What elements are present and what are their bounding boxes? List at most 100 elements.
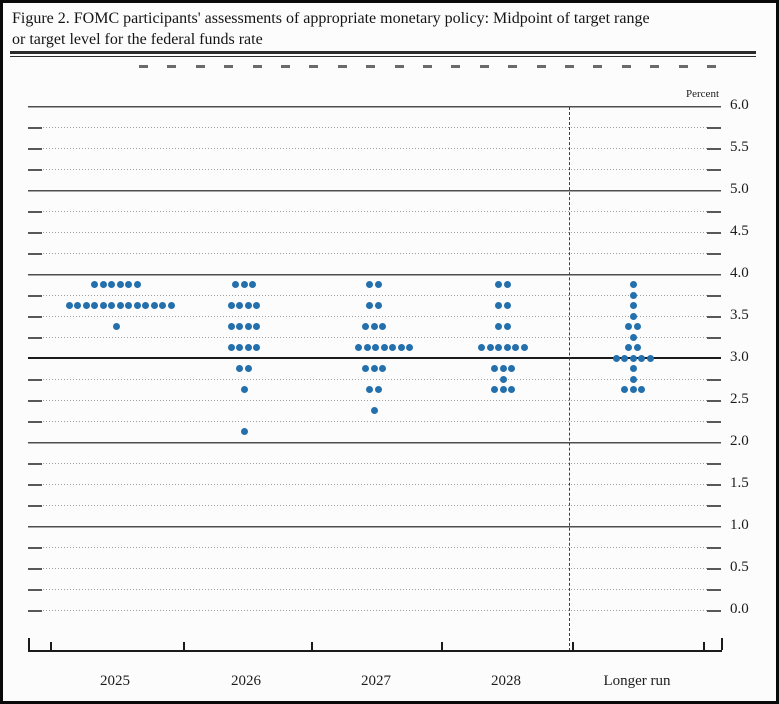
projection-dot — [99, 302, 107, 309]
gridline-dotted — [28, 463, 721, 464]
projection-dot — [74, 302, 81, 309]
projection-dot — [374, 281, 382, 288]
gridline-end-dash — [707, 336, 721, 339]
gridline-dotted — [28, 169, 721, 170]
projection-dot — [91, 302, 98, 309]
top-tick-dash — [139, 65, 148, 68]
projection-dot — [508, 386, 515, 393]
x-axis-tick — [441, 641, 443, 650]
projection-dot — [495, 344, 503, 351]
gridline-end-dash — [28, 315, 42, 318]
top-tick-dash — [451, 65, 461, 68]
x-axis-tick — [572, 641, 574, 650]
x-axis-line — [28, 649, 722, 652]
projection-dot — [249, 281, 256, 288]
projection-dot — [150, 302, 158, 309]
projection-dot — [621, 386, 628, 393]
y-axis-label: 4.0 — [730, 265, 749, 281]
top-tick-dash — [479, 65, 489, 68]
top-tick-dash — [565, 65, 574, 68]
y-axis-label: 1.0 — [730, 517, 749, 533]
projection-dot — [646, 354, 654, 362]
projection-dot — [491, 386, 498, 393]
top-tick-dash — [167, 65, 177, 68]
title-rule-thick — [10, 51, 756, 54]
gridline-end-dash — [707, 126, 721, 129]
gridline-dotted — [28, 337, 721, 338]
gridline-dotted — [28, 295, 721, 296]
projection-dot — [499, 375, 507, 383]
projection-dot — [380, 344, 388, 351]
projection-dot — [142, 302, 149, 309]
projection-dot — [629, 312, 637, 320]
projection-dot — [486, 344, 494, 351]
gridline-end-dash — [707, 588, 721, 591]
gridline-end-dash — [28, 483, 42, 486]
gridline-dotted — [28, 547, 721, 548]
projection-dot — [240, 281, 248, 288]
projection-dot — [227, 344, 235, 351]
gridline-end-dash — [707, 399, 721, 402]
figure-title-line2: or target level for the federal funds ra… — [12, 31, 263, 48]
gridline-end-dash — [28, 399, 42, 402]
projection-dot — [499, 386, 507, 393]
projection-dot — [355, 344, 362, 351]
gridline-end-dash — [707, 462, 721, 465]
projection-dot — [240, 428, 248, 435]
projection-dot — [495, 323, 503, 330]
projection-dot — [374, 302, 382, 309]
projection-dot — [629, 375, 637, 383]
y-axis-label: 0.0 — [730, 601, 749, 617]
gridline-end-dash — [28, 420, 42, 423]
y-axis-label: 0.5 — [730, 559, 749, 575]
y-axis-label: 4.5 — [730, 223, 749, 239]
x-axis-label-2027: 2027 — [361, 673, 391, 689]
gridline-end-dash — [28, 567, 42, 570]
gridline-end-dash — [707, 315, 721, 318]
y-axis-label: 5.0 — [730, 181, 749, 197]
gridline-end-dash — [707, 567, 721, 570]
projection-dot — [621, 354, 628, 362]
gridline-end-dash — [28, 609, 42, 612]
gridline-dotted — [28, 400, 721, 401]
projection-dot — [232, 281, 239, 288]
y-axis-label: 6.0 — [730, 97, 749, 113]
gridline-end-dash — [28, 252, 42, 255]
projection-dot — [503, 323, 511, 330]
projection-dot — [236, 365, 244, 372]
title-rule-thin — [10, 56, 756, 57]
gridline-end-dash — [707, 546, 721, 549]
projection-dot — [116, 281, 124, 288]
top-tick-dash — [309, 65, 319, 68]
top-tick-dash — [536, 65, 546, 68]
gridline-dotted — [28, 211, 721, 212]
top-tick-dash — [621, 65, 631, 68]
projection-dot — [244, 344, 252, 351]
x-axis-label-2028: 2028 — [491, 673, 521, 689]
gridline-end-dash — [28, 378, 42, 381]
projection-dot — [112, 323, 120, 330]
projection-dot — [406, 344, 413, 351]
gridline-end-dash — [707, 483, 721, 486]
projection-dot — [633, 344, 641, 351]
gridline-solid — [28, 441, 721, 443]
projection-dot — [108, 302, 115, 309]
projection-dot — [244, 323, 252, 330]
projection-dot — [244, 365, 252, 372]
projection-dot — [629, 386, 637, 393]
y-axis-label: 3.5 — [730, 307, 749, 323]
projection-dot — [372, 344, 379, 351]
gridline-end-dash — [28, 462, 42, 465]
gridline-solid — [28, 273, 721, 275]
x-axis-tick — [721, 637, 723, 650]
gridline-end-dash — [707, 420, 721, 423]
projection-dot — [370, 323, 378, 330]
gridline-end-dash — [707, 504, 721, 507]
projection-dot — [227, 302, 235, 309]
y-axis-unit-label: Percent — [686, 88, 719, 100]
gridline-dotted — [28, 253, 721, 254]
y-axis-label: 3.0 — [730, 349, 749, 365]
gridline-solid — [28, 525, 721, 527]
projection-dot — [366, 302, 374, 309]
projection-dot — [495, 281, 503, 288]
